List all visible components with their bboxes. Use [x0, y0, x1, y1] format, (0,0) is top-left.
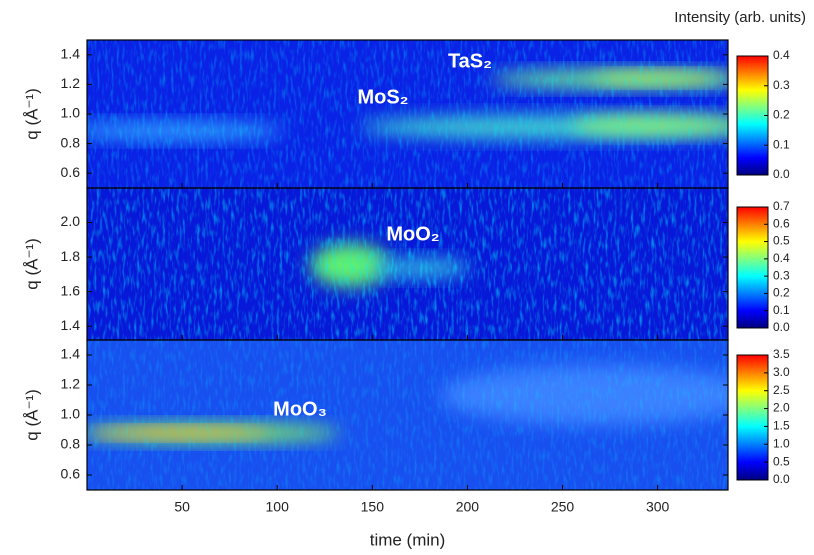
y-axis-label: q (Å⁻¹) — [22, 88, 41, 139]
colorbar — [736, 206, 769, 329]
y-tick-label: 0.8 — [61, 436, 81, 452]
y-tick-label: 1.0 — [61, 406, 81, 422]
colorbar-title: Intensity (arb. units) — [674, 9, 806, 26]
annotation: MoO₂ — [386, 223, 439, 245]
colorbar-tick-label: 3.5 — [773, 347, 790, 361]
x-tick-label: 100 — [266, 499, 290, 515]
colorbar-tick-label: 0.3 — [773, 268, 790, 282]
y-tick-label: 2.0 — [61, 213, 81, 229]
y-tick-label: 0.6 — [61, 164, 81, 180]
colorbar-tick-label: 0.0 — [773, 167, 790, 181]
y-axis-label: q (Å⁻¹) — [22, 389, 41, 440]
x-axis-label: time (min) — [370, 530, 446, 549]
colorbar-tick-label: 0.2 — [773, 286, 790, 300]
colorbar-tick-label: 2.5 — [773, 383, 790, 397]
colorbar-tick-label: 0.5 — [773, 454, 790, 468]
colorbar-tick-label: 0.1 — [773, 303, 790, 317]
colorbar-tick-label: 0.5 — [773, 234, 790, 248]
y-tick-label: 1.4 — [61, 317, 81, 333]
annotation: TaS₂ — [448, 50, 492, 72]
colorbar-tick-label: 2.0 — [773, 401, 790, 415]
colorbar-tick-label: 0.0 — [773, 320, 790, 334]
annotation: MoS₂ — [357, 86, 408, 108]
y-tick-label: 1.4 — [61, 346, 81, 362]
colorbar-tick-label: 1.0 — [773, 436, 790, 450]
colorbar-tick-label: 0.1 — [773, 137, 790, 151]
annotation: MoO₃ — [273, 398, 327, 420]
y-tick-label: 1.0 — [61, 105, 81, 121]
y-tick-label: 1.4 — [61, 46, 81, 62]
colorbar-tick-label: 0.6 — [773, 216, 790, 230]
y-tick-label: 1.2 — [61, 75, 81, 91]
y-tick-label: 1.8 — [61, 248, 81, 264]
x-tick-label: 200 — [456, 499, 480, 515]
x-tick-label: 50 — [174, 499, 190, 515]
heatmap-image — [87, 188, 728, 340]
y-tick-label: 1.2 — [61, 376, 81, 392]
colorbar-tick-label: 0.0 — [773, 472, 790, 486]
y-axis-label: q (Å⁻¹) — [22, 238, 41, 289]
y-tick-label: 0.8 — [61, 134, 81, 150]
x-tick-label: 150 — [361, 499, 385, 515]
colorbar-tick-label: 3.0 — [773, 365, 790, 379]
colorbar-tick-label: 0.7 — [773, 199, 790, 213]
colorbar — [736, 354, 769, 481]
y-tick-label: 1.6 — [61, 282, 81, 298]
colorbar-tick-label: 0.2 — [773, 108, 790, 122]
colorbar-tick-label: 0.4 — [773, 251, 790, 265]
y-tick-label: 0.6 — [61, 466, 81, 482]
heatmap-image — [87, 40, 728, 188]
colorbar — [736, 55, 769, 176]
colorbar-tick-label: 1.5 — [773, 419, 790, 433]
colorbar-tick-label: 0.4 — [773, 48, 790, 62]
colorbar-tick-label: 0.3 — [773, 78, 790, 92]
heatmap-image — [87, 340, 728, 490]
x-tick-label: 250 — [551, 499, 575, 515]
x-tick-label: 300 — [646, 499, 670, 515]
